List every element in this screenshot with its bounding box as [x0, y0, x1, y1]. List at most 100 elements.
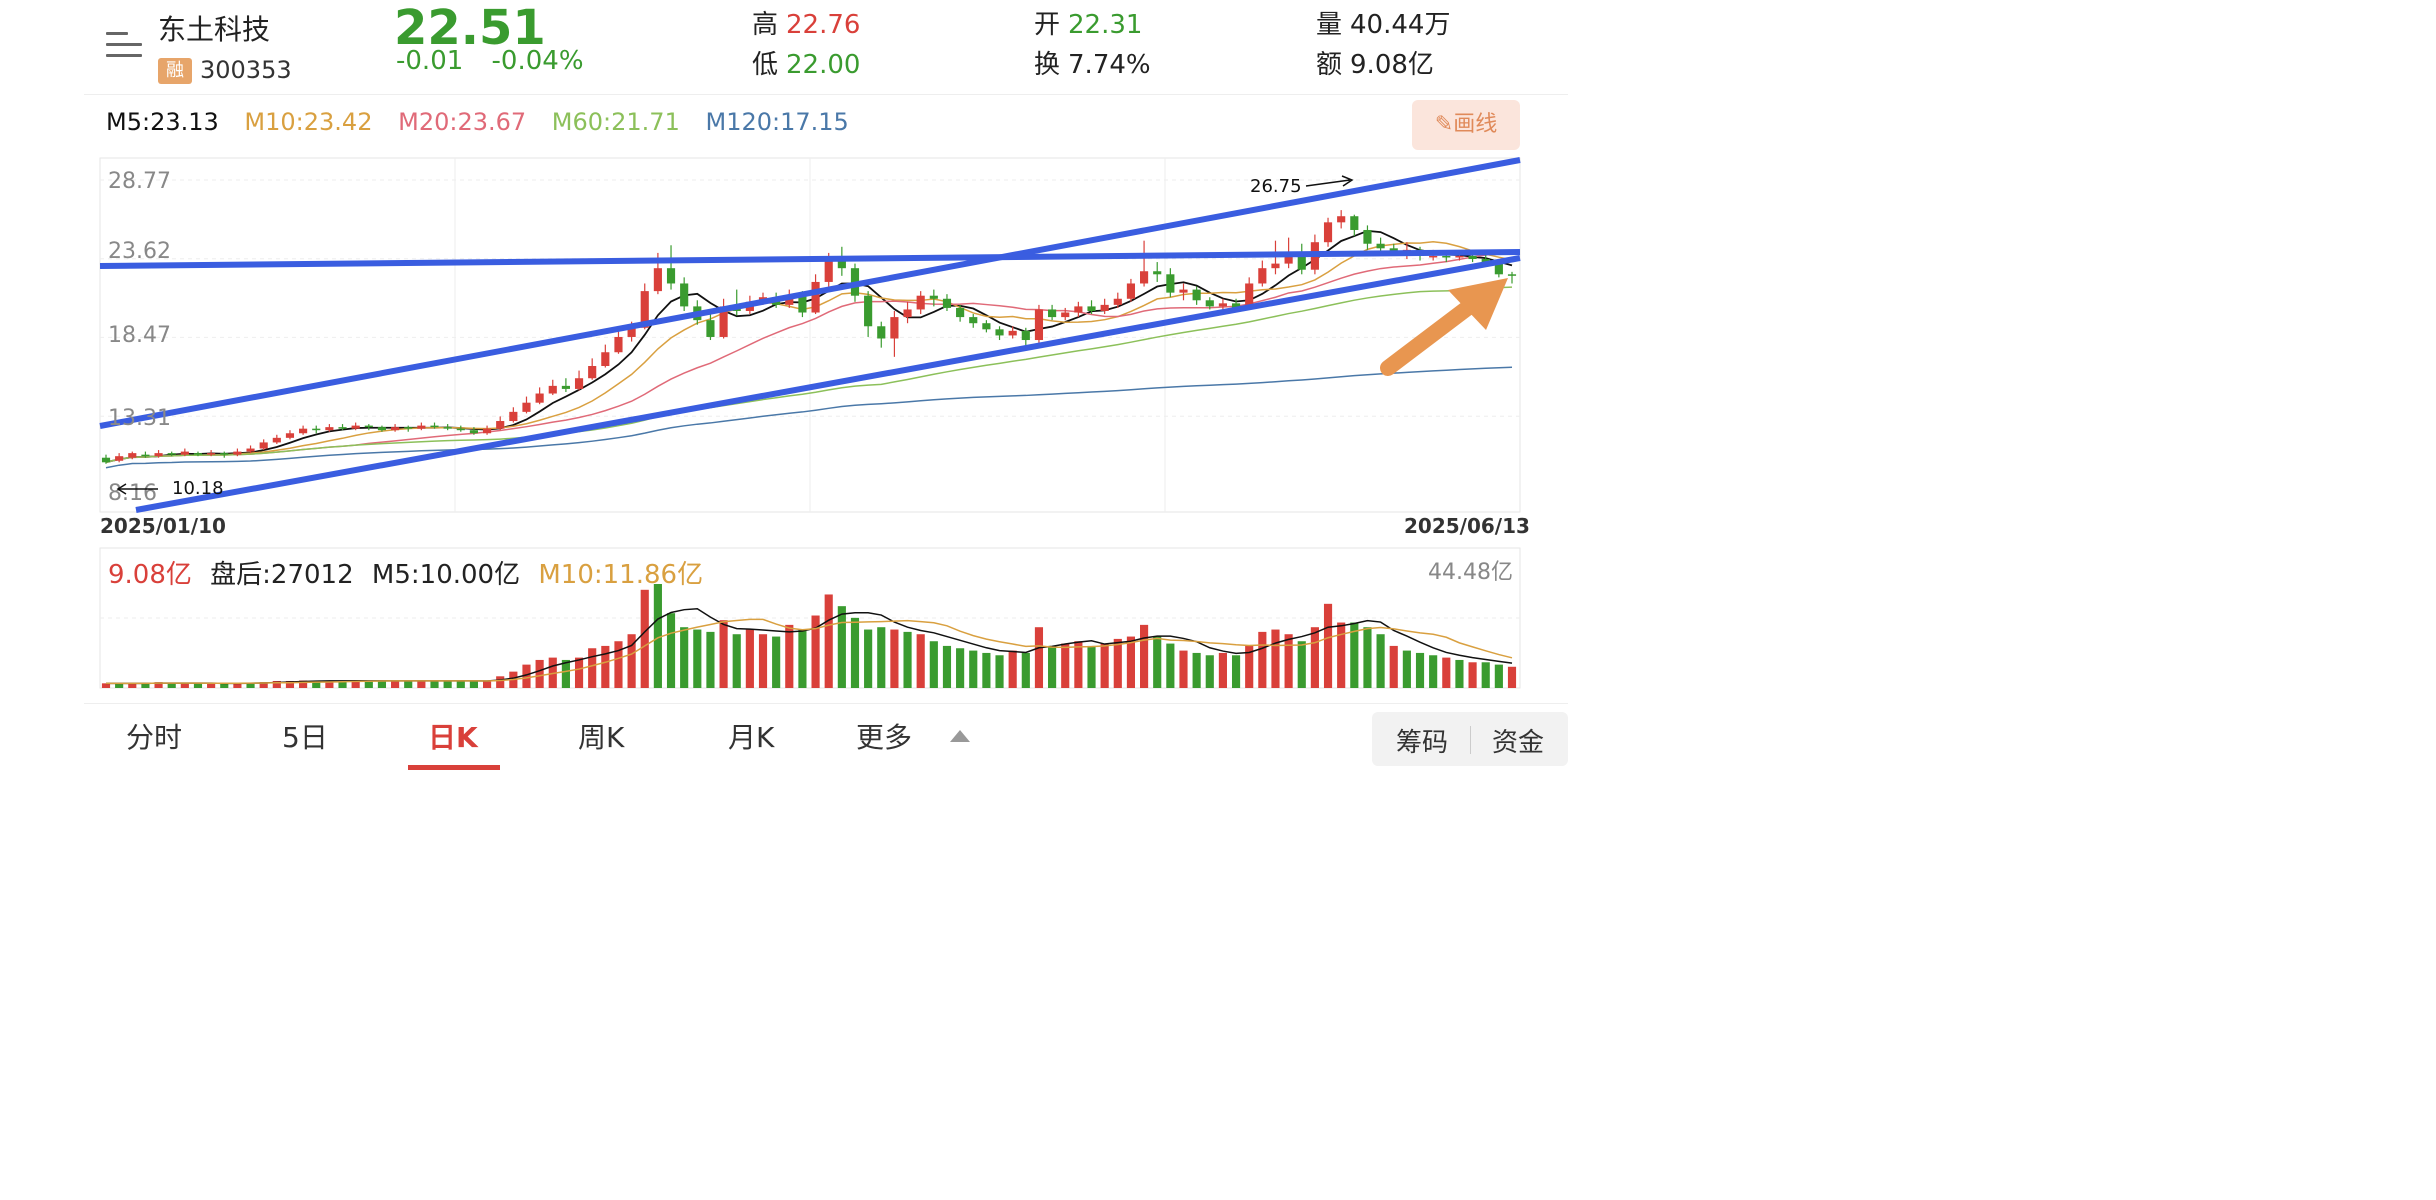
funds-button[interactable]: 资金 [1492, 728, 1545, 758]
candle-body [864, 295, 873, 327]
volume-bar [680, 627, 689, 688]
candle-body [982, 323, 991, 330]
candle-body [1166, 274, 1175, 293]
candle-body [456, 428, 465, 431]
price-change: -0.01 -0.04% [396, 46, 604, 76]
volume-bar [798, 629, 807, 688]
volume-bar [1153, 636, 1162, 688]
candle-body [1140, 271, 1149, 284]
tab-intraday[interactable]: 分时 [126, 721, 183, 754]
volume-bar [207, 683, 216, 688]
volume-bar [391, 680, 400, 688]
volume-bar [456, 680, 465, 688]
volume-amount: 9.08亿 [108, 560, 192, 590]
volume-bar [115, 683, 124, 688]
volume-bar [1442, 657, 1451, 688]
arrow-shaft [1380, 298, 1478, 376]
menu-icon[interactable] [106, 30, 142, 60]
volume-bar [1415, 652, 1425, 688]
volume-bar [706, 631, 715, 688]
candle-body [233, 451, 242, 455]
volume-bar [325, 680, 334, 688]
tab-daily-k[interactable]: 日K [428, 721, 478, 754]
volume-bar [443, 680, 452, 688]
volume-bar [942, 645, 952, 688]
candle-body [877, 326, 886, 339]
candle-body [141, 454, 150, 457]
candle-body [824, 259, 833, 282]
volume-bar [128, 683, 137, 688]
candle-body [1363, 229, 1372, 244]
start-date: 2025/01/10 [100, 514, 226, 538]
end-date: 2025/06/13 [1404, 514, 1530, 538]
volume-stat: 量 40.44万 [1316, 4, 1450, 41]
volume-ma10-line [106, 618, 1513, 685]
volume-bar [1205, 655, 1214, 688]
volume-bar [1061, 643, 1070, 688]
candle-body [351, 425, 360, 429]
candle-body [193, 453, 203, 455]
amount-value: 9.08亿 [1350, 50, 1434, 80]
caret-up-icon[interactable] [950, 730, 970, 742]
volume-bar [1271, 629, 1280, 688]
tab-5day[interactable]: 5日 [282, 721, 328, 754]
tab-more[interactable]: 更多 [856, 721, 913, 754]
trend-line-lower [135, 255, 1521, 513]
volume-bar [588, 648, 597, 688]
volume-bar [299, 680, 308, 688]
candle-body [1271, 263, 1280, 269]
ma-legend: M5:23.13 M10:23.42 M20:23.67 M60:21.71 M… [106, 108, 867, 136]
volume-bar [1481, 662, 1490, 688]
tab-monthly-k[interactable]: 月K [728, 721, 775, 754]
volume-bar [785, 624, 794, 688]
candle-body [1192, 289, 1201, 301]
volume-bar [272, 680, 281, 688]
candle-body [1113, 298, 1122, 305]
high-label: 高 [752, 10, 779, 40]
volume-ma5: M5:10.00亿 [371, 560, 521, 590]
tabs-divider [84, 703, 1568, 704]
volume-bar [233, 683, 242, 688]
candle-body [561, 385, 570, 389]
volume-bar [640, 589, 649, 688]
open-stat: 开 22.31 [1034, 4, 1142, 41]
tab-weekly-k[interactable]: 周K [578, 721, 625, 754]
candle-body [1061, 312, 1070, 318]
volume-bar [259, 682, 268, 688]
turnover-value: 7.74% [1068, 50, 1151, 80]
turnover-label: 换 [1034, 50, 1061, 80]
candle-body [285, 433, 295, 438]
volume-bar [1402, 650, 1411, 688]
candle-body [942, 298, 952, 308]
volume-bar [1376, 634, 1385, 688]
candle-body [1337, 216, 1346, 223]
candle-body [509, 411, 518, 422]
volume-ma10: M10:11.86亿 [538, 560, 704, 590]
volume-bar [1310, 627, 1319, 688]
volume-bar [404, 680, 413, 688]
chips-button[interactable]: 筹码 [1396, 728, 1449, 758]
kline-chart[interactable]: 28.77 23.62 18.47 13.31 8.16 26.75 10.18 [0, 0, 1568, 772]
candle-body [167, 453, 176, 455]
volume-bar [377, 680, 387, 688]
volume-bar [1363, 627, 1372, 688]
candle-body [338, 427, 347, 429]
volume-bar [1166, 643, 1175, 688]
change-percent: -0.04% [491, 46, 584, 76]
volume-bar [614, 641, 623, 688]
volume-bar [877, 627, 886, 688]
volume-bar [180, 683, 189, 688]
candle-body [798, 295, 807, 313]
candle-body [1034, 309, 1044, 341]
volume-bar [1284, 634, 1293, 688]
volume-bars [101, 584, 1517, 688]
ma10-line [105, 240, 1513, 464]
candle-body [1179, 289, 1188, 293]
draw-line-button[interactable]: ✎画线 [1412, 100, 1520, 150]
high-marker-arrowhead [1341, 175, 1354, 187]
volume-bar [535, 659, 544, 688]
candle-body [259, 442, 268, 449]
volume-bar [995, 655, 1004, 688]
candle-body [325, 427, 334, 431]
candle-body [1218, 303, 1227, 307]
